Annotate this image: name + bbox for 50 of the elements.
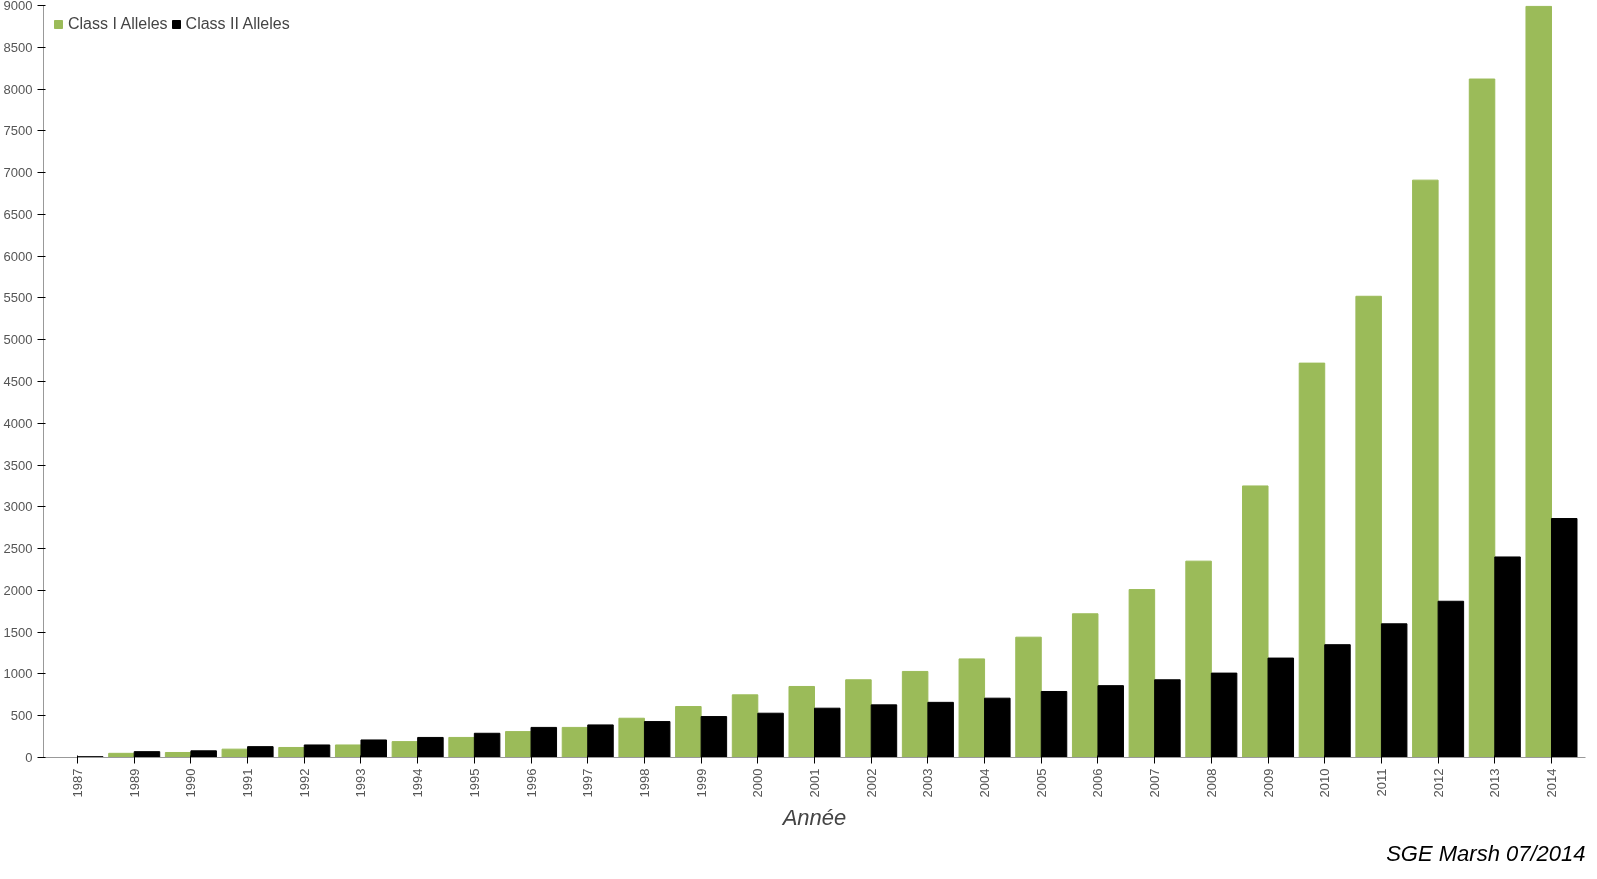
- x-tick-label: 2001: [807, 768, 822, 798]
- y-tick-label: 1000: [3, 666, 33, 682]
- x-tick-label: 2002: [863, 768, 879, 798]
- y-tick-label: 500: [10, 708, 33, 724]
- x-tick-label: 1993: [353, 768, 369, 798]
- x-axis-title: Année: [780, 805, 847, 831]
- y-tick-label: 4000: [3, 415, 33, 431]
- legend-label: Class I Alleles: [68, 15, 168, 33]
- y-tick-label: 2500: [3, 541, 33, 557]
- x-tick-label: 2012: [1430, 768, 1446, 798]
- y-tick-label: 8500: [3, 39, 33, 55]
- y-tick-label: 3500: [3, 457, 33, 473]
- x-tick-label: 1995: [466, 768, 482, 798]
- y-tick-label: 9000: [3, 0, 33, 13]
- x-tick-label: 2000: [750, 768, 766, 798]
- x-tick-label: 1996: [523, 768, 539, 798]
- y-tick-label: 1500: [3, 624, 33, 640]
- y-tick-label: 7500: [3, 123, 33, 139]
- x-tick-label: 2007: [1147, 768, 1163, 798]
- y-tick-label: 6000: [3, 248, 33, 264]
- x-tick-label: 2008: [1203, 768, 1219, 798]
- x-tick-label: 1994: [410, 768, 426, 798]
- x-tick-label: 2010: [1317, 768, 1333, 798]
- x-tick-label: 2003: [920, 768, 936, 798]
- legend-label: Class II Alleles: [185, 15, 290, 33]
- x-tick-label: 1991: [240, 768, 256, 798]
- y-tick-label: 6500: [3, 206, 33, 222]
- x-tick-label: 1999: [693, 768, 709, 798]
- x-tick-label: 2009: [1260, 768, 1276, 798]
- x-tick-label: 1998: [636, 768, 652, 798]
- x-tick-label: 2006: [1090, 768, 1106, 798]
- x-tick-label: 1990: [183, 768, 199, 798]
- x-tick-label: 1987: [70, 768, 86, 798]
- x-tick-label: 2013: [1487, 768, 1503, 798]
- x-tick-label: 1997: [580, 768, 596, 798]
- y-tick-label: 3000: [3, 499, 33, 515]
- x-tick-label: 2011: [1373, 768, 1389, 797]
- y-tick-label: 0: [25, 750, 33, 765]
- text: SGE Marsh 07/2014: [1386, 840, 1586, 866]
- y-tick-label: 4500: [3, 374, 33, 389]
- y-tick-label: 5000: [3, 332, 33, 348]
- y-tick-label: 7000: [3, 165, 33, 181]
- x-tick-label: 1992: [296, 768, 312, 798]
- x-tick-label: 2014: [1543, 768, 1559, 798]
- y-tick-label: 8000: [3, 81, 33, 97]
- x-tick-label: 2005: [1033, 768, 1049, 798]
- y-tick-label: 5500: [3, 290, 33, 306]
- x-tick-label: 2004: [977, 768, 993, 798]
- x-tick-label: 1989: [126, 768, 142, 798]
- y-tick-label: 2000: [3, 582, 33, 598]
